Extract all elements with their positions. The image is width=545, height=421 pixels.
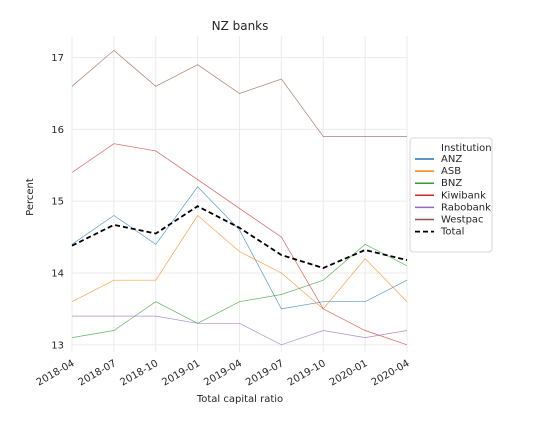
series-line-kiwibank <box>71 143 408 346</box>
series-line-rabobank <box>72 315 408 346</box>
legend-label-westpac: Westpac <box>441 215 484 226</box>
x-tick-label: 2018-04 <box>35 358 77 388</box>
legend-label-kiwibank: Kiwibank <box>441 190 486 201</box>
x-tick-label: 2019-01 <box>160 358 202 388</box>
x-tick-labels: 2018-04 2018-07 2018-10 2019-01 2019-04 2019-… <box>35 358 412 388</box>
x-tick-label: 2018-10 <box>119 358 161 388</box>
x-tick-label: 2019-07 <box>244 358 286 388</box>
series-line-total <box>71 205 408 269</box>
legend-frame <box>409 137 493 253</box>
y-tick-label: 13 <box>51 340 64 351</box>
y-axis-label: Percent <box>25 178 36 216</box>
y-tick-label: 14 <box>51 269 64 280</box>
legend-label-rabobank: Rabobank <box>441 202 491 213</box>
legend-title: Institution <box>441 143 492 154</box>
x-axis-label: Total capital ratio <box>196 394 283 405</box>
y-tick-label: 15 <box>51 197 64 208</box>
legend-label-total: Total <box>440 227 464 238</box>
x-tick-label: 2020-04 <box>370 358 412 388</box>
x-tick-label: 2019-10 <box>286 358 328 388</box>
y-tick-label: 17 <box>51 53 64 64</box>
chart-title: NZ banks <box>212 19 269 33</box>
series-line-westpac <box>71 49 407 137</box>
series-line-asb <box>71 214 408 310</box>
x-tick-label: 2019-04 <box>202 358 244 388</box>
legend-label-asb: ASB <box>441 166 461 177</box>
series-line-anz <box>71 186 408 310</box>
series-line-bnz <box>71 243 408 338</box>
x-tick-label: 2018-07 <box>77 358 119 388</box>
series-lines <box>71 49 408 346</box>
legend-label-anz: ANZ <box>441 154 462 165</box>
legend-label-bnz: BNZ <box>441 178 462 189</box>
x-tick-label: 2020-01 <box>328 358 370 388</box>
y-tick-labels: 13 14 15 16 17 <box>51 53 64 351</box>
y-tick-label: 16 <box>51 125 64 136</box>
grid <box>71 36 408 352</box>
